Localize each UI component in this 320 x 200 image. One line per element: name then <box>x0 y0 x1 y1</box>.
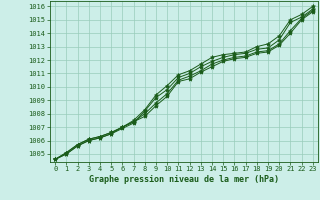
X-axis label: Graphe pression niveau de la mer (hPa): Graphe pression niveau de la mer (hPa) <box>89 175 279 184</box>
